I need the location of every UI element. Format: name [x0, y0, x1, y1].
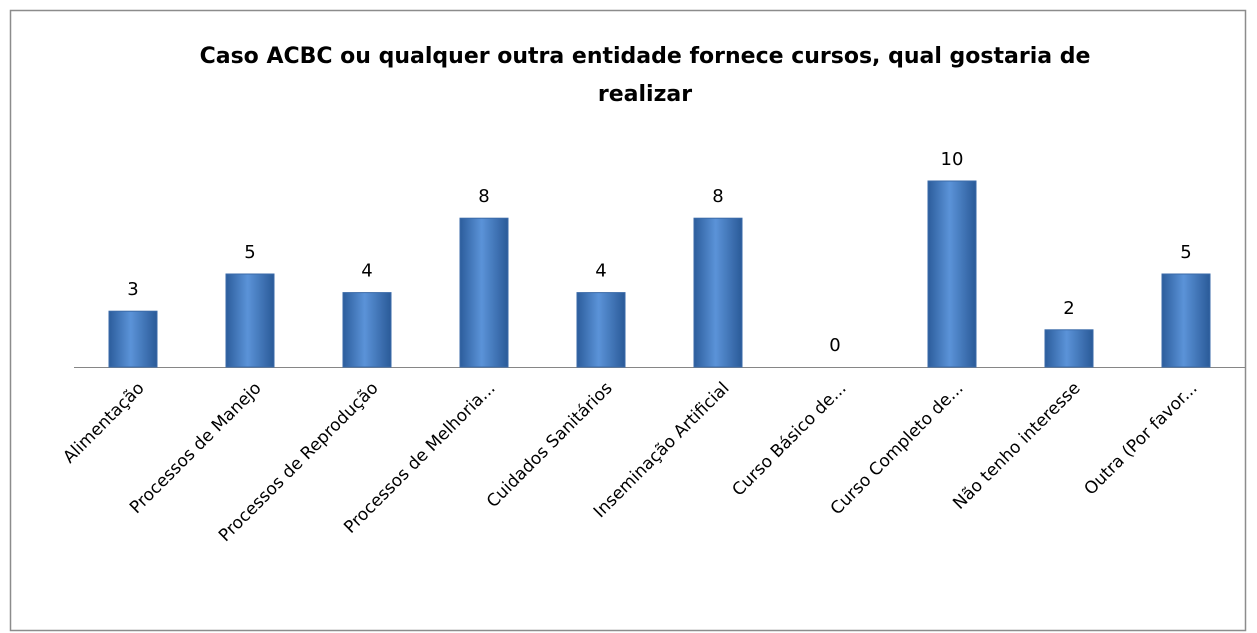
bar [576, 292, 626, 368]
bar [459, 217, 509, 368]
bar [1161, 273, 1211, 368]
data-label: 8 [712, 186, 723, 207]
bar [108, 310, 158, 368]
data-label: 5 [1180, 242, 1191, 263]
bar [225, 273, 275, 368]
data-label: 8 [478, 186, 489, 207]
chart-frame [9, 9, 1247, 632]
chart-title: Caso ACBC ou qualquer outra entidade for… [199, 44, 1091, 107]
bar [693, 217, 743, 368]
data-label: 10 [941, 149, 964, 170]
bar [927, 180, 977, 368]
bar [1044, 329, 1094, 368]
data-label: 3 [127, 279, 138, 300]
data-label: 4 [595, 261, 606, 282]
data-label: 4 [361, 261, 372, 282]
data-label: 2 [1063, 298, 1074, 319]
data-label: 0 [829, 335, 840, 356]
data-label: 5 [244, 242, 255, 263]
bar [342, 292, 392, 368]
